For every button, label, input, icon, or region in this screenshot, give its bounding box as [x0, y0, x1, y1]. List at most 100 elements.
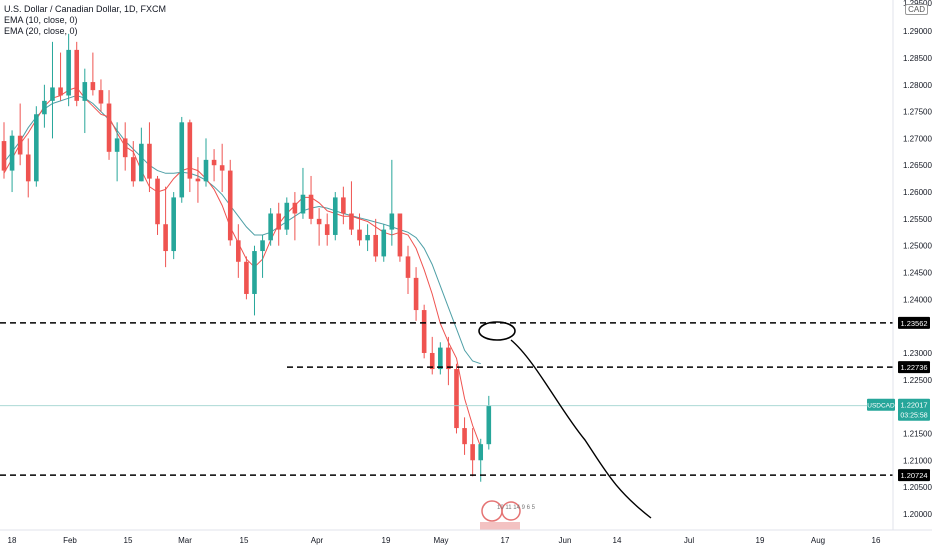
candle [106, 90, 112, 160]
candle-body [211, 159, 217, 166]
candle [187, 119, 193, 193]
candle [454, 363, 459, 434]
candle [179, 116, 185, 203]
price-tick-label: 1.24000 [903, 295, 932, 304]
level-price-text: 1.22736 [900, 363, 927, 372]
candle [236, 224, 241, 278]
time-tick-label: Feb [63, 536, 77, 545]
price-axis[interactable]: 1.29000 1.28500 1.28000 1.27500 1.27000 1.265… [892, 0, 932, 530]
price-tick-label: 1.26500 [903, 161, 932, 170]
time-tick-label: Mar [178, 536, 192, 545]
candle [34, 106, 39, 187]
candle [147, 122, 152, 193]
price-tick-label: 1.23000 [903, 349, 932, 358]
candle [341, 186, 346, 225]
candle-body [284, 202, 290, 230]
candle [470, 428, 475, 477]
candle-body [478, 444, 484, 461]
projection-curve[interactable] [510, 339, 652, 519]
candle-body [276, 213, 282, 230]
candle [276, 202, 282, 246]
candle-body [413, 277, 419, 311]
time-axis[interactable]: 18 Feb 15 Mar 15 Apr 19 May 17 Jun 14 Jul 19 Aug 16 [0, 529, 932, 545]
candle-body [454, 369, 459, 429]
candle-body [324, 224, 330, 235]
price-tick-label: 1.28500 [903, 54, 932, 63]
candle-body [438, 347, 443, 370]
candle-body [397, 213, 403, 257]
candle [405, 245, 411, 294]
candle-body [308, 194, 314, 219]
candle [373, 218, 378, 262]
time-tick-label: Jul [684, 536, 694, 545]
time-tick-label: 19 [756, 536, 765, 545]
price-tick-label: 1.27000 [903, 134, 932, 143]
price-tick-label: 1.25000 [903, 242, 932, 251]
price-tick-label: 1.27500 [903, 108, 932, 117]
candle [349, 181, 354, 235]
candle [58, 52, 63, 101]
candle-body [316, 218, 322, 225]
candle-body [90, 82, 96, 91]
level-price-text: 1.20724 [900, 471, 927, 480]
circle-annotation[interactable] [478, 321, 516, 341]
candle-body [332, 197, 338, 235]
candle-body [219, 165, 225, 171]
price-tick-label: 1.24500 [903, 269, 932, 278]
price-tick-label: 1.26000 [903, 188, 932, 197]
candle [90, 52, 96, 96]
candle [381, 224, 387, 262]
candle [300, 167, 306, 219]
candle [413, 267, 419, 321]
candle-body [462, 428, 467, 445]
candle-body [244, 261, 249, 294]
candle [66, 33, 71, 107]
candle-body [470, 444, 475, 461]
time-tick-label: 15 [240, 536, 249, 545]
candle [195, 157, 201, 203]
candle-body [163, 224, 168, 252]
candle-body [389, 213, 395, 230]
candle-body [114, 138, 120, 152]
candle-body [292, 202, 298, 214]
symbol-tag-text: USDCAD [867, 403, 895, 410]
candle-body [74, 49, 80, 101]
price-tick-label: 1.29000 [903, 27, 932, 36]
candle [25, 138, 31, 198]
candle-body [421, 310, 427, 353]
candle-body [381, 229, 387, 257]
candle-body [17, 135, 23, 155]
candle-body [357, 229, 362, 241]
time-tick-label: 19 [382, 536, 391, 545]
candle [42, 84, 47, 128]
candle-body [98, 90, 104, 104]
candle-body [300, 194, 306, 214]
symbol-title[interactable]: U.S. Dollar / Canadian Dollar, 1D, FXCM [4, 4, 167, 14]
price-tick-label: 1.25500 [903, 215, 932, 224]
price-tick-label: 1.28000 [903, 81, 932, 90]
ema-20-legend[interactable]: EMA (20, close, 0) [4, 26, 78, 36]
candle [292, 192, 298, 241]
candle-body [236, 240, 241, 262]
candle [260, 234, 265, 278]
currency-badge[interactable]: CAD [905, 4, 928, 15]
candle [203, 138, 209, 187]
price-tick-label: 1.20000 [903, 510, 932, 519]
candle [268, 208, 273, 246]
candle [171, 192, 176, 260]
candle [332, 192, 338, 241]
candle [219, 143, 225, 193]
horizontal-levels[interactable] [0, 322, 893, 476]
candle-body [139, 143, 144, 182]
chart-legend: U.S. Dollar / Canadian Dollar, 1D, FXCM … [4, 4, 166, 37]
ema-10-legend[interactable]: EMA (10, close, 0) [4, 15, 78, 25]
time-tick-label: 14 [613, 536, 622, 545]
candle-body [34, 114, 39, 182]
time-tick-label: Jun [559, 536, 572, 545]
candle-body [130, 157, 136, 182]
brand-watermark: 10 11 14 9 6 5 [480, 500, 536, 530]
level-price-tag [898, 469, 930, 482]
candle [446, 336, 451, 386]
drawn-projection[interactable] [478, 321, 652, 519]
